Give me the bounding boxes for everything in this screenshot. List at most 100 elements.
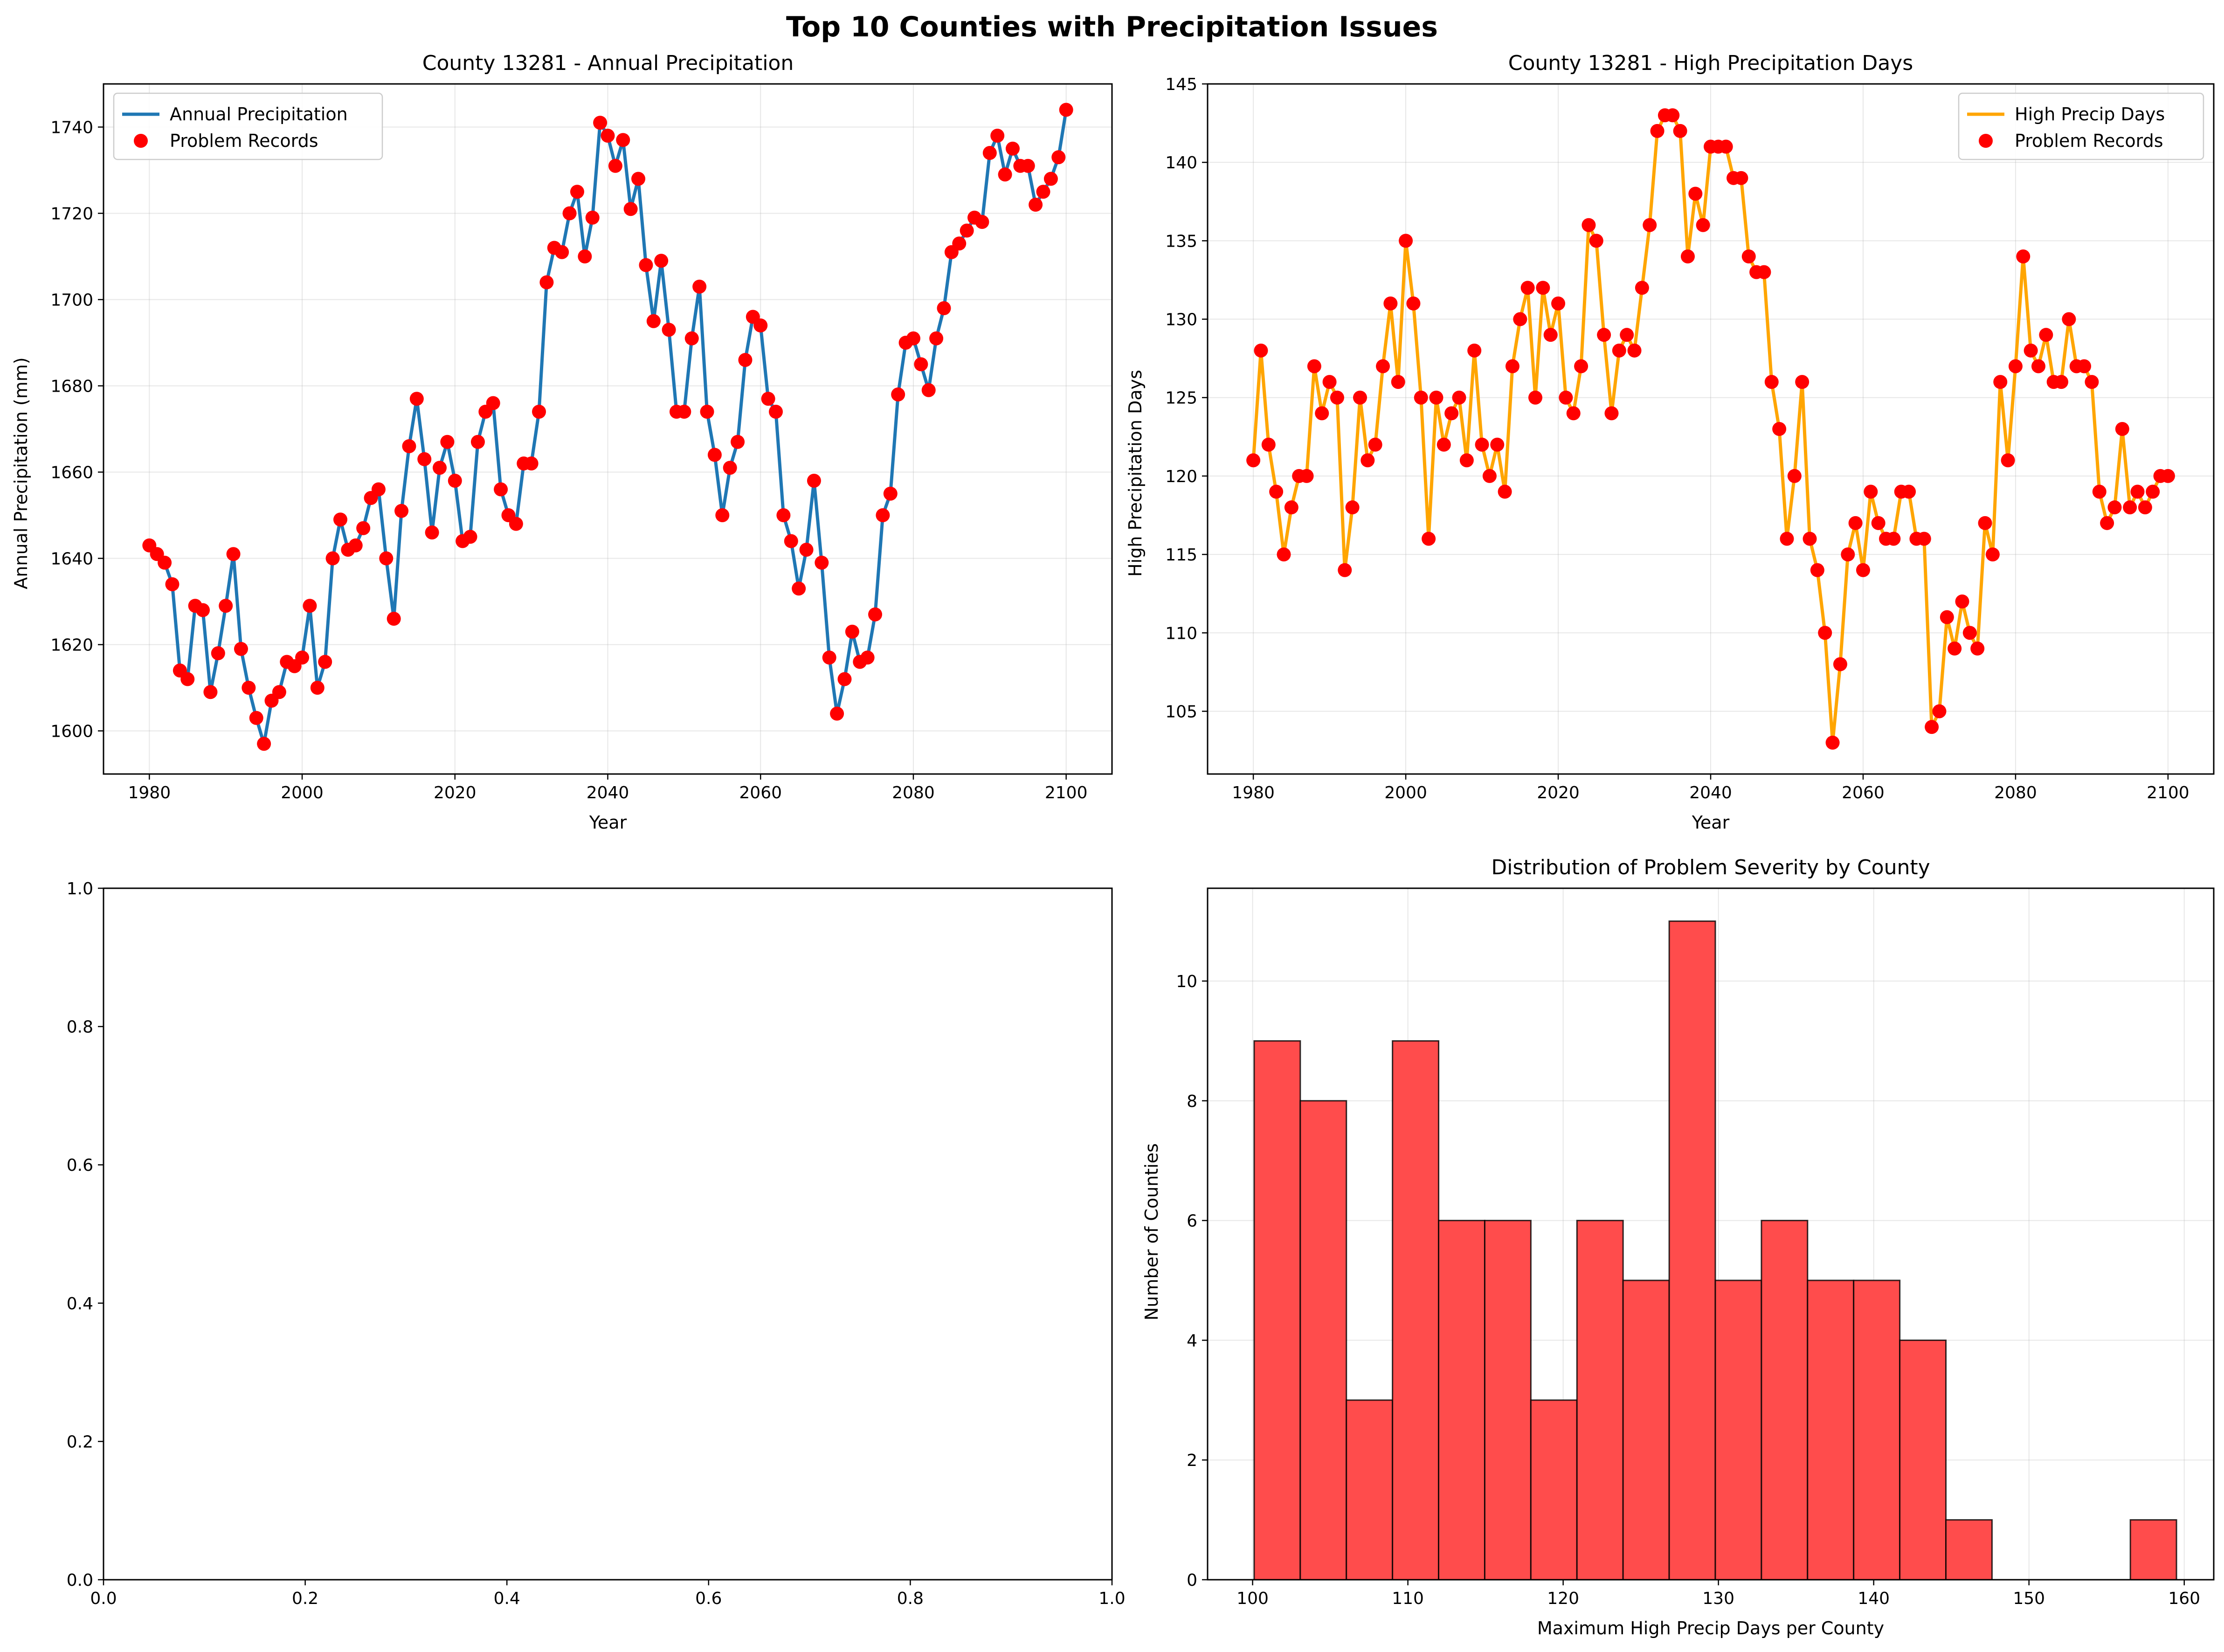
problem-record-point bbox=[769, 405, 783, 419]
problem-record-point bbox=[883, 486, 898, 501]
problem-record-point bbox=[623, 202, 638, 216]
problem-record-point bbox=[1520, 281, 1535, 295]
problem-record-point bbox=[608, 159, 622, 173]
problem-record-point bbox=[2100, 516, 2114, 530]
y-tick-label: 2 bbox=[1187, 1451, 1197, 1470]
problem-record-point bbox=[2039, 328, 2053, 342]
histogram-bar bbox=[1576, 1220, 1624, 1581]
annual-plot-area: 1980 2000 2020 2040 2060 2080 2100 1600 1620 1640… bbox=[50, 83, 1113, 802]
histogram-bar bbox=[1761, 1220, 1809, 1581]
legend-label: Problem Records bbox=[2015, 131, 2163, 151]
problem-record-point bbox=[2085, 375, 2099, 389]
problem-record-point bbox=[807, 474, 821, 488]
problem-record-point bbox=[830, 706, 844, 721]
highdays-x-axis-label: Year bbox=[1692, 812, 1730, 833]
problem-record-point bbox=[379, 551, 394, 566]
problem-record-point bbox=[1589, 234, 1603, 248]
problem-record-point bbox=[1833, 657, 1847, 671]
problem-record-point bbox=[921, 383, 936, 397]
y-tick-label: 120 bbox=[1165, 467, 1197, 486]
problem-record-point bbox=[784, 534, 798, 548]
problem-record-point bbox=[165, 577, 180, 591]
problem-record-point bbox=[470, 435, 485, 449]
problem-record-point bbox=[684, 331, 699, 346]
problem-record-point bbox=[494, 482, 508, 497]
x-tick-label: 0.6 bbox=[695, 1589, 722, 1608]
problem-record-point bbox=[371, 482, 386, 497]
empty-plot-area: 0.0 0.2 0.4 0.6 0.8 1.0 0.0 0.2 0.4 0.6 0.8 1.0 bbox=[67, 879, 1126, 1608]
problem-record-point bbox=[1361, 453, 1375, 468]
problem-record-point bbox=[1787, 469, 1802, 483]
problem-record-point bbox=[1848, 516, 1863, 530]
problem-record-point bbox=[1917, 532, 1931, 546]
y-tick-label: 1.0 bbox=[67, 879, 93, 899]
problem-record-point bbox=[1650, 124, 1665, 138]
problem-record-point bbox=[196, 603, 210, 617]
problem-record-point bbox=[1673, 124, 1687, 138]
problem-record-point bbox=[990, 129, 1005, 143]
problem-record-point bbox=[1254, 343, 1268, 358]
problem-record-point bbox=[1246, 453, 1261, 468]
x-tick-label: 2100 bbox=[2147, 783, 2189, 802]
problem-record-point bbox=[539, 275, 554, 290]
problem-record-point bbox=[1029, 198, 1043, 212]
y-tick-label: 0.8 bbox=[67, 1018, 93, 1037]
y-tick-label: 0.6 bbox=[67, 1156, 93, 1175]
x-tick-label: 1980 bbox=[1232, 783, 1275, 802]
problem-record-point bbox=[1330, 390, 1344, 405]
histogram-bar bbox=[1622, 1279, 1670, 1581]
x-tick-label: 2020 bbox=[434, 783, 477, 802]
y-tick-label: 1640 bbox=[50, 550, 93, 569]
problem-record-point bbox=[1825, 735, 1840, 750]
problem-record-point bbox=[1764, 375, 1779, 389]
problem-record-point bbox=[692, 279, 707, 294]
problem-record-point bbox=[348, 538, 363, 553]
problem-record-point bbox=[2130, 484, 2145, 499]
problem-record-point bbox=[1543, 328, 1558, 342]
problem-record-point bbox=[325, 551, 340, 566]
x-tick-label: 120 bbox=[1547, 1589, 1579, 1608]
x-tick-label: 2040 bbox=[1689, 783, 1732, 802]
problem-record-point bbox=[1864, 484, 1878, 499]
x-tick-label: 2060 bbox=[739, 783, 782, 802]
x-tick-label: 110 bbox=[1392, 1589, 1424, 1608]
problem-record-point bbox=[822, 650, 836, 665]
problem-record-point bbox=[318, 655, 332, 669]
problem-record-point bbox=[1962, 626, 1977, 640]
y-tick-label: 1660 bbox=[50, 463, 93, 483]
problem-record-point bbox=[960, 223, 974, 238]
problem-record-point bbox=[486, 396, 500, 410]
problem-record-point bbox=[310, 681, 325, 695]
problem-record-point bbox=[1612, 343, 1626, 358]
problem-record-point bbox=[677, 405, 691, 419]
problem-record-point bbox=[1985, 547, 2000, 562]
histogram-bar bbox=[1438, 1220, 1485, 1581]
x-tick-label: 2020 bbox=[1537, 783, 1580, 802]
problem-record-point bbox=[1459, 453, 1474, 468]
problem-record-point bbox=[982, 146, 997, 160]
x-tick-label: 160 bbox=[2168, 1589, 2200, 1608]
problem-record-point bbox=[463, 530, 477, 544]
problem-record-point bbox=[1940, 610, 1954, 624]
problem-record-point bbox=[1498, 484, 1512, 499]
axes-frame bbox=[103, 887, 1113, 1581]
problem-record-point bbox=[2001, 453, 2015, 468]
problem-record-point bbox=[1505, 359, 1520, 373]
y-tick-label: 1620 bbox=[50, 636, 93, 655]
problem-record-point bbox=[585, 210, 600, 225]
highdays-panel-title: County 13281 - High Precipitation Days bbox=[1508, 51, 1913, 75]
problem-record-point bbox=[1429, 390, 1444, 405]
problem-record-point bbox=[1803, 532, 1817, 546]
problem-record-point bbox=[532, 405, 546, 419]
legend-box bbox=[1958, 92, 2204, 160]
problem-record-point bbox=[1299, 469, 1314, 483]
hist-panel-title: Distribution of Problem Severity by Coun… bbox=[1491, 856, 1930, 879]
histogram-bar bbox=[1299, 1100, 1347, 1581]
problem-record-point bbox=[1925, 720, 1939, 734]
problem-record-point bbox=[578, 249, 592, 263]
problem-record-point bbox=[906, 331, 920, 346]
problem-record-point bbox=[914, 357, 928, 372]
x-tick-label: 1.0 bbox=[1098, 1589, 1125, 1608]
problem-record-point bbox=[1871, 516, 1886, 530]
